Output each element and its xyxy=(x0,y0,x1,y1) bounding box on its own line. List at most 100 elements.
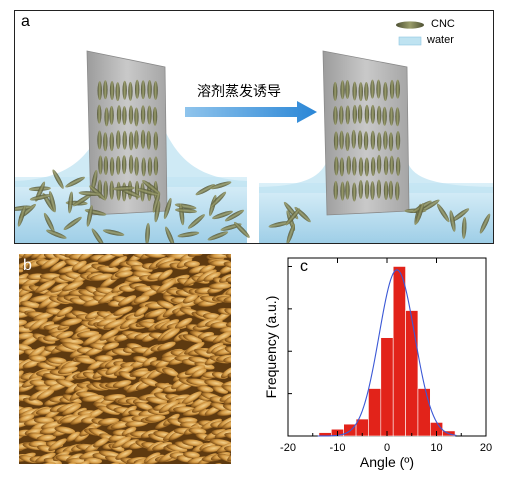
afm-grain xyxy=(107,254,125,257)
cnc-rod xyxy=(104,107,109,127)
cnc-rod xyxy=(146,130,151,150)
cnc-rod xyxy=(351,129,356,149)
afm-grain xyxy=(220,366,231,379)
afm-grain xyxy=(118,371,136,380)
afm-grain xyxy=(70,413,92,425)
cnc-rod xyxy=(98,155,103,175)
cnc-rod xyxy=(352,182,357,202)
cnc-rod xyxy=(420,199,440,212)
cnc-rod xyxy=(154,200,161,223)
afm-grain xyxy=(119,317,138,330)
afm-grain xyxy=(219,264,231,275)
cnc-rod xyxy=(286,223,296,243)
afm-grain xyxy=(108,256,128,269)
afm-grain xyxy=(223,393,231,405)
afm-grain xyxy=(140,254,159,260)
afm-grain xyxy=(142,357,157,367)
afm-grain xyxy=(224,346,231,355)
afm-grain xyxy=(61,281,84,292)
afm-grain xyxy=(196,269,217,283)
afm-grain xyxy=(98,292,119,304)
cnc-rod xyxy=(153,131,159,151)
afm-grain xyxy=(188,356,210,365)
afm-grain xyxy=(19,292,33,307)
cnc-rod xyxy=(224,209,245,222)
afm-grain xyxy=(41,257,60,270)
cnc-rod xyxy=(175,208,197,214)
cnc-rod xyxy=(363,131,369,151)
water-legend-icon xyxy=(398,36,422,46)
panel-a-label: a xyxy=(21,13,30,30)
cnc-rod xyxy=(268,221,291,228)
afm-grain xyxy=(187,254,211,257)
cnc-rod xyxy=(78,191,101,196)
x-tick-label: 0 xyxy=(384,442,390,454)
cnc-rod xyxy=(389,155,394,175)
cnc-rod xyxy=(377,132,382,152)
afm-grain xyxy=(60,318,83,327)
afm-grain xyxy=(146,308,167,318)
cnc-rod xyxy=(370,104,376,124)
cnc-rod xyxy=(352,104,357,124)
x-tick-labels: -20 -10 0 10 20 xyxy=(280,442,492,454)
afm-grain xyxy=(102,342,120,351)
cnc-rod xyxy=(109,180,114,200)
afm-grain xyxy=(113,306,133,316)
afm-grain xyxy=(110,421,131,430)
afm-texture xyxy=(19,254,231,464)
afm-grain xyxy=(144,254,166,258)
cnc-rod xyxy=(364,157,370,177)
cnc-rod xyxy=(370,130,376,150)
cnc-rod xyxy=(376,154,382,174)
afm-grain xyxy=(121,426,137,437)
afm-grain xyxy=(145,414,166,422)
cnc-rod xyxy=(388,180,394,200)
cnc-rod xyxy=(210,191,227,208)
afm-grain xyxy=(36,434,57,442)
cnc-rod xyxy=(103,180,108,200)
afm-grain xyxy=(181,391,202,405)
afm-grain xyxy=(33,312,54,321)
cnc-rod xyxy=(333,131,339,151)
afm-grain xyxy=(191,368,207,378)
cnc-rod xyxy=(140,80,146,100)
cnc-rod xyxy=(345,79,350,99)
afm-grain xyxy=(87,359,106,371)
histogram-bar xyxy=(380,337,394,437)
cnc-rod xyxy=(152,106,158,126)
cnc-rod xyxy=(389,106,394,126)
cnc-rod xyxy=(116,155,121,175)
afm-grain xyxy=(114,270,134,278)
cnc-rod xyxy=(370,79,375,99)
cnc-rod xyxy=(122,130,127,150)
x-tick-label: 10 xyxy=(430,442,442,454)
cnc-rod xyxy=(121,155,127,175)
afm-grain xyxy=(75,356,96,364)
afm-grain xyxy=(183,260,200,268)
afm-grain xyxy=(34,280,56,293)
afm-grain xyxy=(217,415,231,429)
afm-grain xyxy=(126,460,145,464)
afm-grain xyxy=(115,449,133,460)
cnc-rod xyxy=(116,130,121,150)
afm-grain xyxy=(29,379,48,387)
afm-grain xyxy=(217,453,231,463)
afm-grain xyxy=(22,254,40,259)
cnc-rod xyxy=(357,130,363,150)
afm-grain xyxy=(111,436,132,449)
afm-grain xyxy=(47,357,67,364)
afm-grain xyxy=(158,400,180,414)
afm-grain xyxy=(157,341,176,351)
afm-grain xyxy=(96,318,117,327)
cnc-rod xyxy=(415,203,424,224)
cnc-rod xyxy=(332,81,338,101)
cnc-rod xyxy=(339,157,345,177)
cnc-rod xyxy=(63,216,82,230)
afm-grain xyxy=(94,355,113,362)
cnc-rod xyxy=(102,229,125,236)
afm-grain xyxy=(182,439,204,447)
afm-grain xyxy=(71,260,87,272)
cnc-rod xyxy=(134,79,140,99)
histogram-bar xyxy=(417,388,431,437)
afm-grain xyxy=(28,355,47,362)
